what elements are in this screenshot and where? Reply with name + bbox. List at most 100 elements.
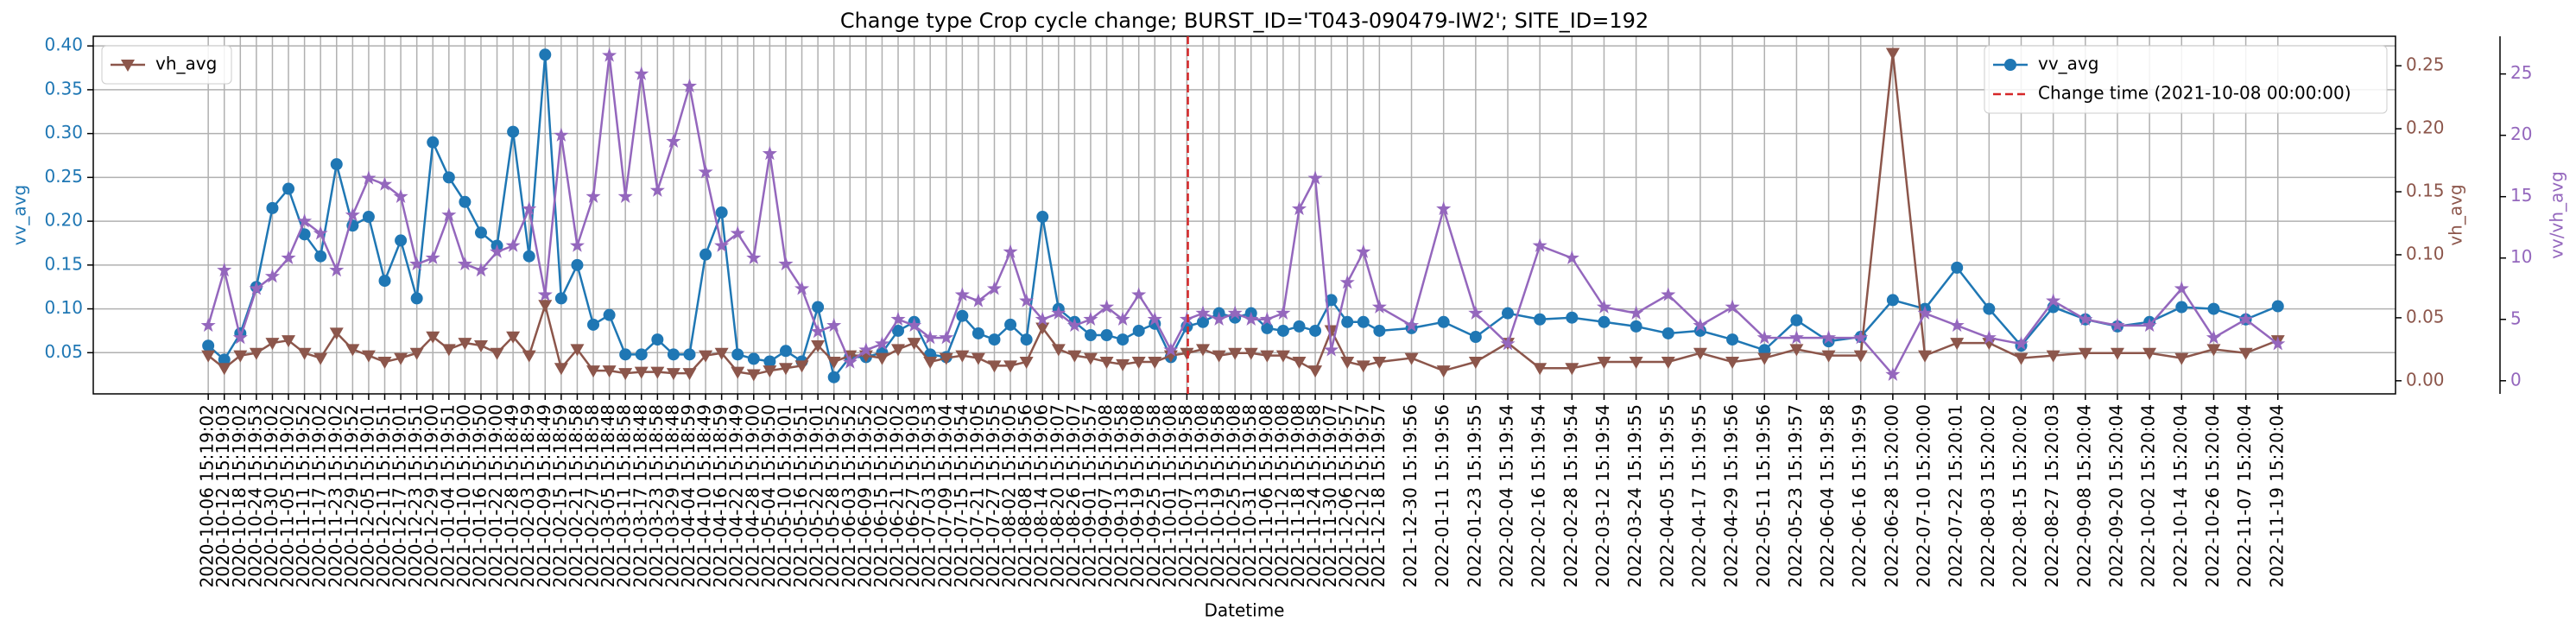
marker xyxy=(1309,324,1322,337)
marker xyxy=(264,269,281,283)
marker xyxy=(651,333,664,346)
x-tick-label: 2021-06-03 15:19:52 xyxy=(839,404,859,587)
x-tick-label: 2021-07-27 15:19:55 xyxy=(983,404,1003,587)
x-tick-label: 2021-03-29 15:18:48 xyxy=(661,404,682,587)
marker xyxy=(522,200,537,216)
x-tick-label: 2022-04-05 15:19:55 xyxy=(1656,404,1677,587)
marker xyxy=(330,158,343,171)
marker xyxy=(441,344,456,357)
marker xyxy=(778,363,793,376)
legend-label: Change time (2021-10-08 00:00:00) xyxy=(2038,83,2351,104)
marker xyxy=(2270,336,2286,351)
x-tick-label: 2021-04-10 15:18:49 xyxy=(694,404,715,587)
marker xyxy=(1437,315,1450,328)
x-tick-label: 2022-07-10 15:20:00 xyxy=(1914,404,1934,587)
marker xyxy=(1629,305,1644,320)
x-tick-label: 2021-07-03 15:19:53 xyxy=(919,404,940,587)
marker xyxy=(617,188,633,203)
x-tick-label: 2021-06-21 15:19:02 xyxy=(887,404,908,587)
x-tick-label: 2021-12-12 15:19:57 xyxy=(1351,404,1372,587)
marker xyxy=(378,275,391,288)
marker xyxy=(1341,315,1354,328)
x-tick-label: 2022-11-07 15:20:04 xyxy=(2234,404,2255,587)
marker xyxy=(1821,330,1837,345)
marker xyxy=(2078,311,2093,327)
marker xyxy=(2174,281,2189,295)
y-tick-label: 0.35 xyxy=(44,78,83,98)
x-tick-label: 2021-09-01 15:19:57 xyxy=(1079,404,1099,587)
marker xyxy=(538,300,553,313)
marker xyxy=(409,347,424,360)
marker xyxy=(1853,330,1869,345)
marker xyxy=(1340,356,1355,369)
marker xyxy=(200,317,216,333)
marker xyxy=(1003,360,1018,373)
x-tick-label: 2020-10-06 15:19:02 xyxy=(197,404,218,587)
x-tick-label: 2021-04-04 15:18:59 xyxy=(678,404,699,587)
marker xyxy=(634,66,649,80)
marker xyxy=(1308,365,1323,378)
x-tick-label: 2021-05-28 15:19:52 xyxy=(822,404,843,587)
marker xyxy=(634,366,649,379)
x-tick-label: 2022-08-15 15:20:02 xyxy=(2010,404,2030,587)
marker xyxy=(345,344,360,357)
marker xyxy=(490,347,504,360)
marker xyxy=(1147,311,1162,327)
y-tick-label: 0.10 xyxy=(44,297,83,318)
marker xyxy=(746,250,762,265)
marker xyxy=(1403,317,1420,333)
x-tick-label: 2020-12-05 15:19:01 xyxy=(357,404,377,587)
y3-tick-label: 25 xyxy=(2510,62,2532,83)
marker xyxy=(1083,311,1098,327)
marker xyxy=(201,350,216,363)
marker xyxy=(2046,293,2061,307)
x-tick-label: 2021-07-15 15:19:54 xyxy=(951,404,972,587)
x-tick-label: 2021-10-19 15:19:58 xyxy=(1207,404,1228,587)
series-line xyxy=(207,53,2279,376)
y3-axis-label: vv/vh_avg xyxy=(2547,171,2567,259)
marker xyxy=(602,365,617,378)
marker xyxy=(922,330,938,345)
marker xyxy=(361,170,377,185)
marker xyxy=(731,366,745,379)
marker xyxy=(313,225,328,240)
series-line xyxy=(206,55,2279,377)
marker xyxy=(1788,330,1804,345)
y2-tick-label: 0.10 xyxy=(2406,243,2445,263)
legend-box xyxy=(1984,45,2388,114)
marker xyxy=(827,371,840,384)
marker xyxy=(2174,352,2189,365)
x-tick-label: 2021-06-27 15:19:03 xyxy=(902,404,923,587)
x-tick-label: 2022-02-04 15:19:54 xyxy=(1496,404,1516,587)
marker xyxy=(972,327,984,339)
marker xyxy=(1566,311,1579,324)
marker xyxy=(1132,324,1145,337)
x-tick-label: 2021-01-22 15:19:00 xyxy=(485,404,506,587)
x-tick-label: 2022-05-23 15:19:57 xyxy=(1785,404,1806,587)
marker xyxy=(666,133,681,149)
marker xyxy=(2046,350,2060,363)
x-tick-label: 2022-03-12 15:19:54 xyxy=(1592,404,1613,587)
marker xyxy=(313,352,328,365)
marker xyxy=(987,360,1002,373)
x-tick-label: 2021-09-25 15:19:58 xyxy=(1143,404,1164,587)
x-tick-label: 2020-10-24 15:19:53 xyxy=(244,404,265,587)
plot-frame xyxy=(92,35,2396,395)
x-tick-label: 2021-02-15 15:18:59 xyxy=(549,404,570,587)
marker xyxy=(1981,330,1997,345)
marker xyxy=(794,360,809,373)
y-tick-label: 0.05 xyxy=(44,341,83,362)
marker xyxy=(1197,315,1210,328)
marker xyxy=(1084,329,1097,342)
marker xyxy=(858,342,874,357)
x-tick-label: 2021-03-17 15:18:48 xyxy=(630,404,650,587)
x-tick-label: 2022-07-22 15:20:01 xyxy=(1946,404,1966,587)
marker xyxy=(2142,317,2157,333)
x-tick-label: 2021-11-06 15:19:08 xyxy=(1256,404,1276,587)
marker xyxy=(666,368,680,381)
marker xyxy=(603,308,616,321)
marker xyxy=(1598,315,1611,328)
x-axis-label: Datetime xyxy=(1205,600,1285,621)
marker xyxy=(1917,305,1933,320)
marker xyxy=(1004,318,1017,331)
